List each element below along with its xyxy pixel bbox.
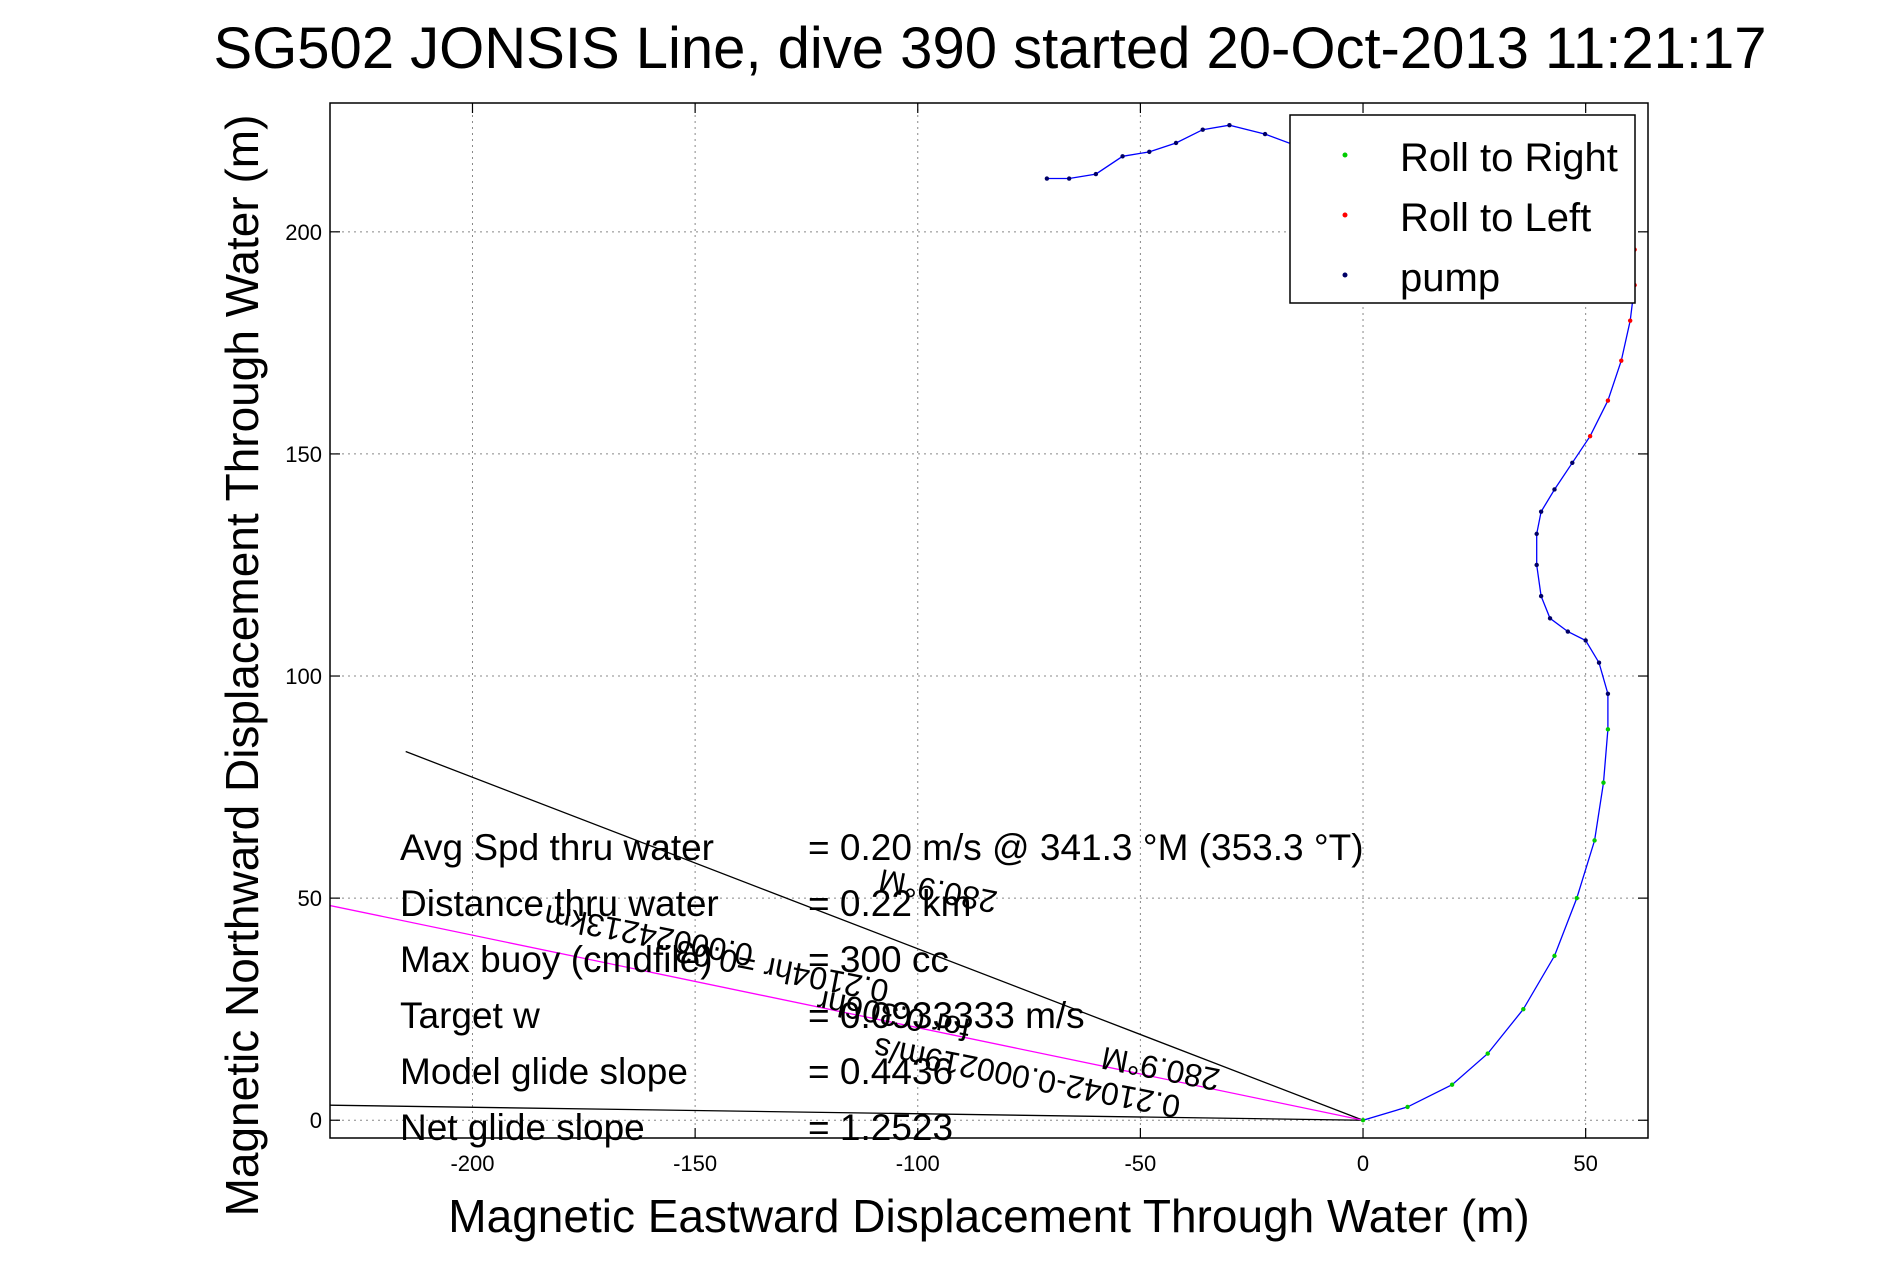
x-tick-label: -200: [450, 1151, 494, 1176]
stat-label: Avg Spd thru water: [400, 827, 714, 868]
track-point: [1570, 460, 1575, 466]
stat-value: = 300 cc: [808, 939, 949, 980]
track-point: [1173, 140, 1179, 146]
track-point: [1605, 727, 1611, 732]
track-point: [1200, 127, 1205, 132]
track-point: [1601, 780, 1606, 785]
track-point: [1227, 123, 1232, 128]
track-point: [1619, 358, 1624, 363]
legend-entry-label: pump: [1400, 256, 1500, 300]
track-point: [1627, 318, 1633, 323]
stat-value: = 0.0933333 m/s: [808, 995, 1085, 1036]
legend-box: [1289, 114, 1636, 304]
track-point: [1044, 176, 1050, 181]
track-point: [1405, 1104, 1410, 1110]
track-point: [1534, 531, 1539, 537]
stat-label: Model glide slope: [400, 1051, 688, 1092]
track-point: [1360, 1118, 1366, 1123]
track-point: [1547, 616, 1553, 621]
stat-value: = 0.22 km: [808, 883, 972, 924]
legend-entry-label: Roll to Right: [1400, 136, 1618, 180]
y-tick-label: 150: [285, 442, 322, 467]
track-point: [1552, 487, 1557, 492]
y-tick-label: 0: [310, 1108, 322, 1133]
track-point: [1066, 176, 1072, 181]
track-point: [1538, 593, 1544, 599]
y-tick-label: 200: [285, 220, 322, 245]
axes-box: [329, 102, 1649, 1139]
y-tick-label: 100: [285, 664, 322, 689]
track-point: [1262, 131, 1268, 137]
legend-marker: [1342, 152, 1348, 158]
chart-title: SG502 JONSIS Line, dive 390 started 20-O…: [214, 16, 1767, 81]
x-axis-label: Magnetic Eastward Displacement Through W…: [448, 1190, 1529, 1242]
track-point: [1521, 1006, 1526, 1012]
track-point: [1605, 691, 1611, 696]
track-point: [1565, 629, 1571, 634]
y-axis-label: Magnetic Northward Displacement Through …: [216, 115, 268, 1217]
y-tick-label: 50: [298, 886, 322, 911]
stat-label: Target w: [400, 995, 540, 1036]
track-point: [1534, 562, 1539, 568]
reference-line: [405, 750, 1364, 1121]
x-tick-label: -150: [673, 1151, 717, 1176]
track-point: [1605, 398, 1611, 403]
x-tick-label: -100: [896, 1151, 940, 1176]
legend-marker: [1342, 212, 1348, 218]
legend-entry-label: Roll to Left: [1400, 196, 1591, 240]
reference-line: [330, 904, 1364, 1121]
plot-content: [330, 123, 1637, 1123]
reference-line: [330, 1104, 1364, 1121]
track-point: [1574, 895, 1579, 901]
x-tick-label: 50: [1573, 1151, 1597, 1176]
stat-label: Max buoy (cmdfile): [400, 939, 713, 980]
track-point: [1093, 171, 1099, 177]
track-point: [1596, 660, 1602, 665]
track-point: [1587, 433, 1593, 439]
stat-label: Net glide slope: [400, 1107, 645, 1148]
track-point: [1552, 953, 1557, 959]
track-point: [1485, 1051, 1490, 1056]
track-point: [1147, 149, 1152, 155]
x-tick-label: -50: [1124, 1151, 1156, 1176]
stat-value: = 0.20 m/s @ 341.3 °M (353.3 °T): [808, 827, 1364, 868]
track-point: [1583, 638, 1588, 643]
stat-value: = 0.4436: [808, 1051, 953, 1092]
track-point: [1538, 509, 1544, 514]
legend-marker: [1342, 272, 1348, 278]
x-tick-label: 0: [1357, 1151, 1369, 1176]
track-point: [1120, 154, 1125, 159]
stat-value: = 1.2523: [808, 1107, 953, 1148]
track-point: [1592, 838, 1597, 843]
track-point: [1449, 1082, 1455, 1087]
stat-label: Distance thru water: [400, 883, 719, 924]
